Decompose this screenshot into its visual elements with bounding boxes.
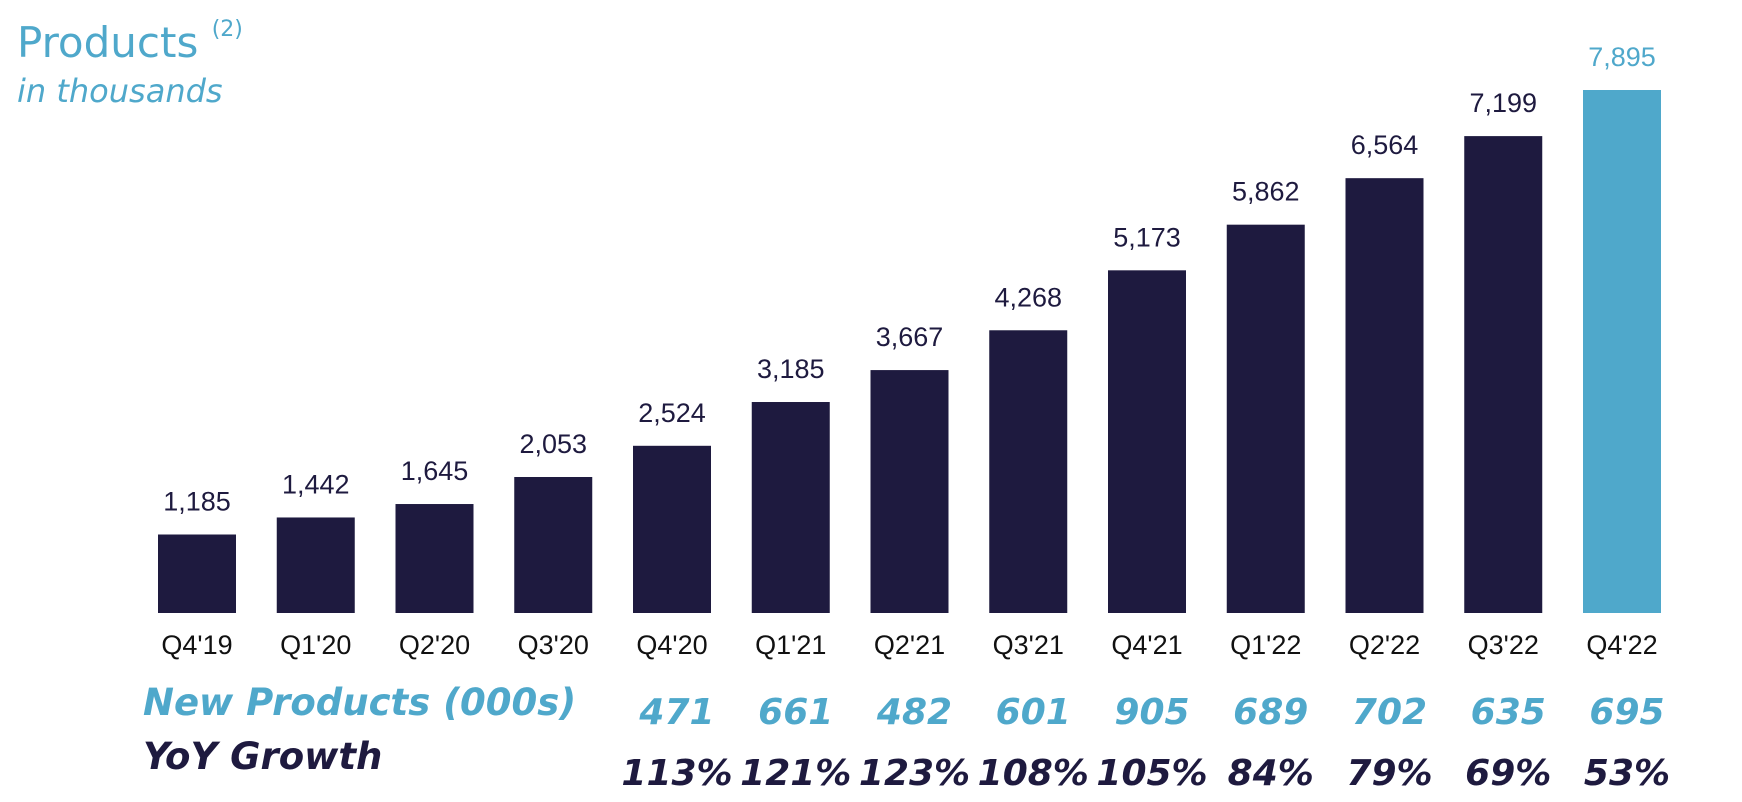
data-label-Q3'22: 7,199 — [1469, 88, 1537, 118]
yoy-growth-value-Q2'21: 123% — [858, 753, 971, 794]
bar-Q4'21 — [1108, 270, 1186, 613]
data-label-Q2'20: 1,645 — [401, 456, 469, 486]
title-footnote: (2) — [211, 17, 243, 42]
bar-Q3'20 — [514, 477, 593, 613]
yoy-growth-value-Q3'21: 108% — [977, 753, 1089, 794]
x-tick-Q3'22: Q3'22 — [1468, 630, 1539, 660]
new-products-value-Q4'22: 695 — [1589, 692, 1665, 733]
data-label-Q1'21: 3,185 — [757, 354, 825, 384]
yoy-growth-value-Q4'20: 113% — [621, 753, 733, 794]
yoy-growth-value-Q1'22: 84% — [1227, 753, 1314, 794]
bar-Q4'22 — [1583, 90, 1661, 613]
bar-Q2'20 — [395, 504, 474, 613]
x-tick-Q4'19: Q4'19 — [161, 630, 232, 660]
x-tick-Q1'22: Q1'22 — [1230, 630, 1301, 660]
bar-Q4'20 — [633, 445, 711, 613]
x-tick-Q3'20: Q3'20 — [518, 630, 589, 660]
x-tick-Q4'21: Q4'21 — [1111, 630, 1182, 660]
new-products-value-Q4'20: 471 — [639, 692, 715, 733]
data-label-Q4'22: 7,895 — [1588, 42, 1656, 72]
bar-Q1'22 — [1226, 224, 1305, 613]
x-tick-Q1'21: Q1'21 — [755, 630, 826, 660]
chart-title: Products (2) — [17, 17, 243, 67]
new-products-value-Q1'21: 661 — [758, 692, 834, 733]
title-text: Products — [17, 18, 199, 67]
chart-subtitle: in thousands — [17, 72, 223, 110]
bar-Q4'19 — [158, 534, 236, 613]
bar-Q3'22 — [1464, 136, 1543, 613]
data-label-Q2'22: 6,564 — [1351, 130, 1419, 160]
new-products-value-Q3'21: 601 — [995, 692, 1071, 733]
yoy-growth-value-Q4'21: 105% — [1096, 753, 1208, 794]
bar-Q2'21 — [870, 370, 949, 613]
yoy-growth-value-Q3'22: 69% — [1465, 753, 1552, 794]
new-products-value-Q2'21: 482 — [876, 692, 953, 733]
x-tick-Q2'21: Q2'21 — [874, 630, 945, 660]
new-products-value-Q4'21: 905 — [1114, 692, 1190, 733]
new-products-value-Q2'22: 702 — [1351, 692, 1428, 733]
yoy-growth-value-Q1'21: 121% — [740, 753, 852, 794]
new-products-value-Q3'22: 635 — [1470, 692, 1546, 733]
data-label-Q4'19: 1,185 — [163, 487, 231, 517]
x-tick-Q3'21: Q3'21 — [993, 630, 1064, 660]
bar-Q2'22 — [1345, 178, 1424, 613]
bar-Q3'21 — [989, 330, 1068, 613]
data-label-Q4'20: 2,524 — [638, 398, 706, 428]
yoy-growth-value-Q2'22: 79% — [1346, 753, 1433, 794]
x-tick-Q4'20: Q4'20 — [636, 630, 707, 660]
new-products-label: New Products (000s) — [143, 681, 577, 724]
data-label-Q1'20: 1,442 — [282, 469, 350, 499]
data-label-Q2'21: 3,667 — [876, 322, 944, 352]
x-tick-Q4'22: Q4'22 — [1586, 630, 1657, 660]
new-products-value-Q1'22: 689 — [1233, 692, 1309, 733]
x-tick-Q1'20: Q1'20 — [280, 630, 351, 660]
data-label-Q4'21: 5,173 — [1113, 222, 1181, 252]
data-label-Q3'21: 4,268 — [994, 282, 1062, 312]
yoy-growth-label: YoY Growth — [143, 735, 383, 778]
data-label-Q1'22: 5,862 — [1232, 177, 1300, 207]
data-label-Q3'20: 2,053 — [519, 429, 587, 459]
x-tick-Q2'20: Q2'20 — [399, 630, 470, 660]
bar-Q1'21 — [751, 402, 830, 613]
yoy-growth-value-Q4'22: 53% — [1583, 753, 1671, 794]
x-tick-Q2'22: Q2'22 — [1349, 630, 1420, 660]
bar-Q1'20 — [276, 517, 355, 613]
